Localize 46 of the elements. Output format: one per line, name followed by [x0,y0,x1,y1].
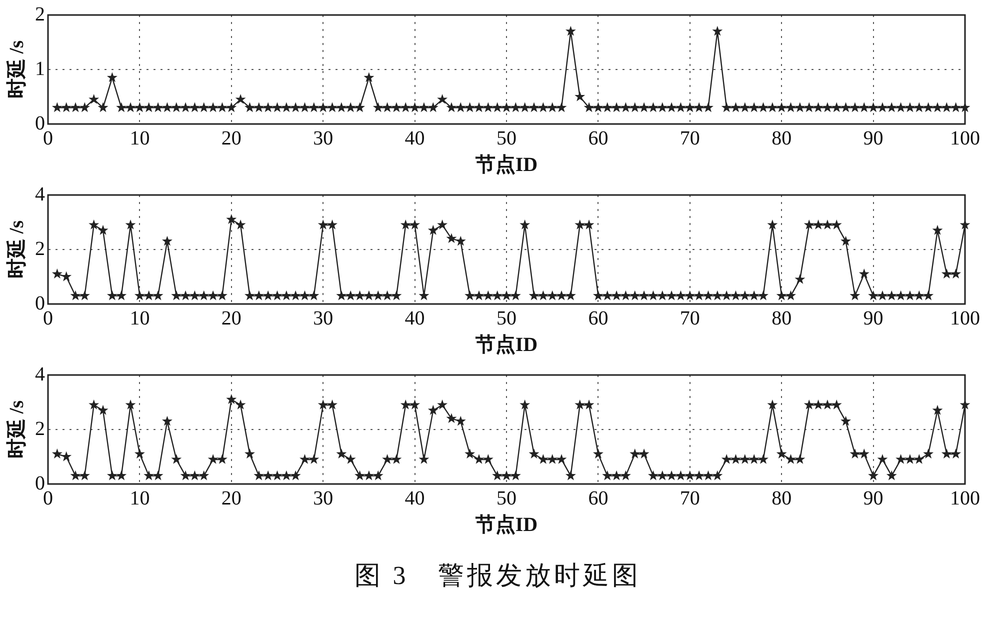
x-tick-label: 30 [313,487,334,510]
x-tick-label: 10 [130,127,150,150]
x-tick-label: 90 [863,127,884,150]
x-tick-label: 40 [404,487,425,510]
x-tick-label: 60 [588,307,608,330]
x-tick-label: 60 [588,487,608,510]
x-tick-label: 80 [772,127,792,150]
y-tick-label: 4 [35,363,45,386]
x-tick-label: 10 [130,307,150,330]
y-axis-title: 时延 /s [6,220,28,279]
x-axis-title: 节点ID [474,154,538,176]
x-tick-label: 10 [130,487,150,510]
y-tick-label: 2 [35,418,45,440]
x-tick-label: 100 [950,307,980,330]
x-tick-label: 100 [950,127,980,150]
x-tick-label: 20 [221,487,242,510]
x-tick-label: 50 [496,487,516,510]
x-tick-label: 60 [588,127,608,150]
y-tick-label: 2 [35,3,45,26]
x-tick-label: 70 [680,307,700,330]
x-axis-title: 节点ID [474,334,538,356]
x-tick-label: 90 [863,307,884,330]
y-tick-label: 0 [35,292,45,314]
caption: 图 3 警报发放时延图 [353,560,642,592]
x-tick-label: 100 [950,487,980,510]
x-tick-label: 30 [313,127,334,150]
y-tick-label: 1 [35,58,45,80]
x-tick-label: 40 [404,307,425,330]
y-axis-title: 时延 /s [6,400,28,459]
x-axis-title: 节点ID [474,514,538,536]
y-tick-label: 2 [35,238,45,260]
x-tick-label: 30 [313,307,334,330]
x-tick-label: 80 [772,307,792,330]
y-axis-title: 时延 /s [6,40,28,99]
y-tick-label: 4 [35,183,45,206]
x-tick-label: 50 [496,307,516,330]
x-tick-label: 70 [680,487,700,510]
x-tick-label: 90 [863,487,884,510]
x-tick-label: 20 [221,307,242,330]
y-tick-label: 0 [35,472,45,494]
x-tick-label: 50 [496,127,516,150]
y-tick-label: 0 [35,112,45,134]
x-tick-label: 80 [772,487,792,510]
x-tick-label: 70 [680,127,700,150]
x-tick-label: 20 [221,127,242,150]
x-tick-label: 40 [404,127,425,150]
